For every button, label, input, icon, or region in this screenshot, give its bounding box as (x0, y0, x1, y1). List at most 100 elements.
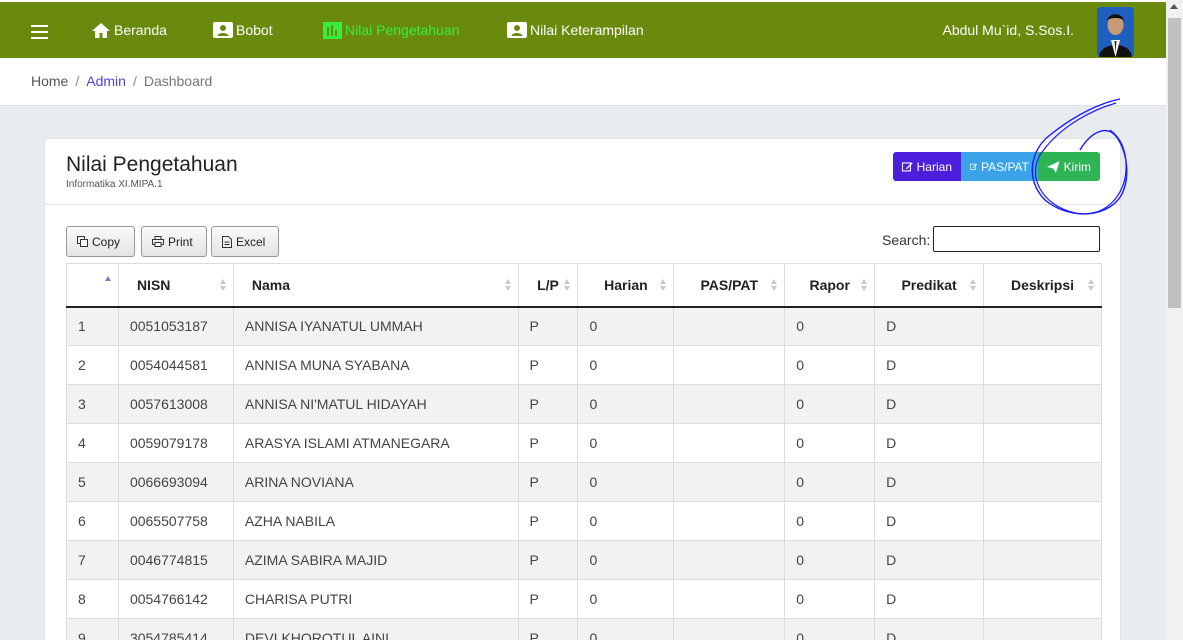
cell-nisn: 0059079178 (117, 423, 234, 463)
cell-lp: P (517, 540, 579, 580)
cell-harian: 0 (577, 384, 675, 424)
avatar[interactable] (1097, 7, 1134, 57)
print-button[interactable]: Print (141, 226, 207, 257)
pas-pat-button[interactable]: PAS/PAT (961, 152, 1038, 181)
col-header-lp[interactable]: L/P (517, 263, 579, 308)
scrollbar-thumb[interactable] (1168, 18, 1181, 308)
cell-harian: 0 (577, 540, 675, 580)
breadcrumb-home[interactable]: Home (31, 73, 69, 89)
sort-icon (660, 279, 667, 293)
cell-nisn: 0054766142 (117, 579, 234, 619)
cell-nama: ARASYA ISLAMI ATMANEGARA (232, 423, 519, 463)
cell-harian: 0 (577, 306, 675, 346)
cell-pas-pat (673, 384, 786, 424)
nav-item-bobot[interactable]: Bobot (213, 2, 273, 58)
nav-item-beranda[interactable]: Beranda (91, 2, 167, 58)
cell-lp: P (517, 384, 579, 424)
cell-pas-pat (673, 618, 786, 640)
cell-lp: P (517, 306, 579, 346)
col-header-label: Harian (604, 276, 648, 293)
cell-predikat: D (874, 540, 985, 580)
pas-pat-label: PAS/PAT (980, 159, 1029, 174)
harian-button[interactable]: Harian (893, 152, 961, 181)
cell-lp: P (517, 501, 579, 541)
cell-pas-pat (673, 462, 786, 502)
col-header-label: PAS/PAT (700, 276, 759, 293)
card-header: Nilai Pengetahuan Informatika XI.MIPA.1 … (45, 139, 1120, 205)
cell-pas-pat (673, 306, 786, 346)
sort-icon (1088, 279, 1095, 293)
page-title: Nilai Pengetahuan (66, 153, 238, 176)
cell-rapor: 0 (784, 501, 876, 541)
cell-no: 7 (66, 540, 119, 580)
cell-deskripsi (983, 345, 1102, 385)
cell-rapor: 0 (784, 384, 876, 424)
cell-nisn: 0057613008 (117, 384, 234, 424)
col-header-predikat[interactable]: Predikat (874, 263, 985, 308)
cell-rapor: 0 (784, 618, 876, 640)
breadcrumb-separator: / (132, 73, 137, 89)
col-header-pas-pat[interactable]: PAS/PAT (673, 263, 786, 308)
col-header-label: Predikat (901, 276, 957, 293)
cell-rapor: 0 (784, 345, 876, 385)
user-name[interactable]: Abdul Mu`id, S.Sos.I. (942, 22, 1074, 38)
cell-nisn: 0051053187 (117, 306, 234, 346)
sort-icon (861, 279, 868, 293)
table-row: 3 0057613008 ANNISA NI'MATUL HIDAYAH P 0 0 D (66, 384, 1102, 424)
sort-icon (970, 279, 977, 293)
cell-rapor: 0 (784, 579, 876, 619)
table-row: 9 3054785414 DEVI KHOROTUL AINI P 0 0 D (66, 618, 1102, 640)
nav-item-nilai-pengetahuan[interactable]: Nilai Pengetahuan (323, 2, 459, 58)
cell-predikat: D (874, 384, 985, 424)
cell-deskripsi (983, 306, 1102, 346)
cell-nisn: 0065507758 (117, 501, 234, 541)
excel-button[interactable]: Excel (211, 226, 279, 257)
nav-item-nilai-keterampilan[interactable]: Nilai Keterampilan (507, 2, 644, 58)
col-header-no[interactable] (66, 263, 119, 308)
col-header-nama[interactable]: Nama (232, 263, 519, 308)
nav-item-label: Nilai Keterampilan (530, 22, 644, 38)
breadcrumb-admin[interactable]: Admin (86, 73, 126, 89)
sort-asc-icon (104, 276, 112, 290)
send-icon (1047, 160, 1060, 173)
col-header-label: Nama (251, 276, 291, 293)
cell-rapor: 0 (784, 423, 876, 463)
scroll-up-arrow-icon[interactable] (1170, 4, 1178, 9)
search-input[interactable] (933, 226, 1100, 252)
file-icon (222, 235, 232, 248)
hamburger-menu-icon[interactable] (31, 25, 48, 39)
cell-predikat: D (874, 306, 985, 346)
cell-no: 1 (66, 306, 119, 346)
cell-harian: 0 (577, 423, 675, 463)
cell-predikat: D (874, 618, 985, 640)
page-subtitle: Informatika XI.MIPA.1 (66, 179, 163, 190)
search-label: Search: (882, 232, 931, 248)
cell-nama: CHARISA PUTRI (232, 579, 519, 619)
table-row: 2 0054044581 ANNISA MUNA SYABANA P 0 0 D (66, 345, 1102, 385)
nav-item-label: Beranda (114, 22, 167, 38)
copy-button[interactable]: Copy (66, 226, 135, 257)
table-row: 5 0066693094 ARINA NOVIANA P 0 0 D (66, 462, 1102, 502)
breadcrumb-bar: Home / Admin / Dashboard (0, 58, 1166, 106)
cell-nisn: 0046774815 (117, 540, 234, 580)
kirim-button[interactable]: Kirim (1038, 152, 1100, 181)
cell-nama: ANNISA MUNA SYABANA (232, 345, 519, 385)
col-header-harian[interactable]: Harian (577, 263, 675, 308)
bar-chart-icon (323, 21, 342, 39)
cell-deskripsi (983, 540, 1102, 580)
cell-rapor: 0 (784, 540, 876, 580)
sort-icon (771, 279, 778, 293)
col-header-deskripsi[interactable]: Deskripsi (983, 263, 1102, 308)
cell-deskripsi (983, 462, 1102, 502)
cell-no: 4 (66, 423, 119, 463)
col-header-rapor[interactable]: Rapor (784, 263, 876, 308)
cell-nama: AZIMA SABIRA MAJID (232, 540, 519, 580)
kirim-label: Kirim (1063, 159, 1091, 174)
cell-no: 5 (66, 462, 119, 502)
col-header-label: NISN (136, 276, 171, 293)
cell-predikat: D (874, 501, 985, 541)
nilai-card: Nilai Pengetahuan Informatika XI.MIPA.1 … (44, 138, 1121, 640)
cell-pas-pat (673, 501, 786, 541)
col-header-nisn[interactable]: NISN (117, 263, 234, 308)
breadcrumb: Home / Admin / Dashboard (31, 73, 212, 89)
